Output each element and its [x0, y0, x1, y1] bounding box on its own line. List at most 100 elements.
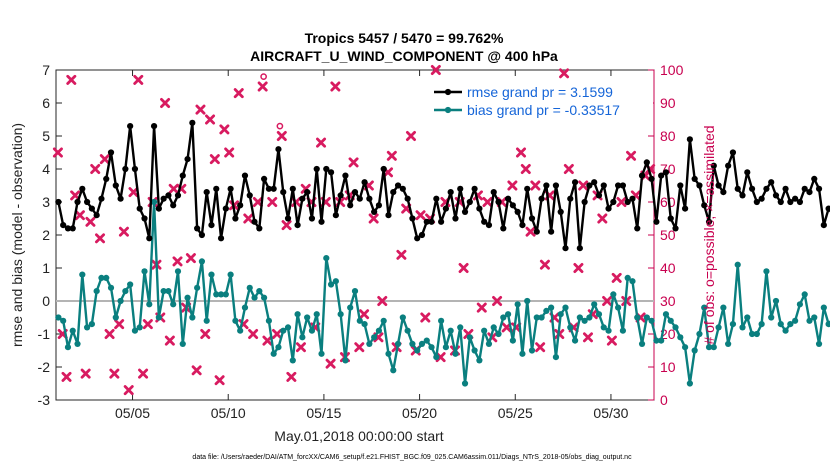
bias-point [136, 324, 143, 331]
obs-assimilated-marker [359, 309, 370, 320]
bias-point [170, 301, 177, 308]
rmse-point [581, 198, 588, 206]
bias-point [758, 321, 765, 328]
legend-marker-rmse [444, 88, 452, 96]
bias-point [600, 324, 607, 331]
rmse-point [691, 175, 698, 182]
bias-point [686, 380, 693, 387]
bias-point [179, 340, 186, 347]
rmse-point [787, 198, 794, 206]
rmse-point [562, 245, 569, 252]
rmse-point [734, 185, 741, 192]
bias-point [251, 294, 258, 301]
y-tick-label-left: -2 [38, 359, 51, 375]
obs-assimilated-marker [262, 335, 273, 346]
obs-assimilated-marker [164, 335, 175, 346]
y-tick-label-left: 6 [42, 95, 50, 111]
bias-point [60, 317, 67, 324]
obs-assimilated-marker [325, 358, 336, 369]
rmse-point [394, 182, 402, 189]
bias-point [744, 314, 751, 321]
bias-point [476, 357, 483, 364]
obs-assimilated-marker [61, 371, 72, 382]
legend[interactable]: rmse grand pr = 3.1599 bias grand pr = -0… [430, 79, 653, 118]
bias-point [103, 274, 110, 281]
rmse-point [509, 202, 516, 209]
obs-assimilated-marker [233, 88, 244, 99]
tick-labels: 05/05 05/10 05/15 05/20 05/25 05/30 -3 -2 -1 0 1 2 3… [38, 62, 684, 421]
bias-point [208, 271, 215, 278]
legend-marker-bias [444, 106, 452, 114]
x-axis-label: May.01,2018 00:00:00 start [274, 428, 444, 444]
rmse-point [768, 179, 775, 186]
bias-point [289, 357, 296, 364]
x-tick-label: 05/25 [498, 405, 533, 421]
obs-assimilated-marker [368, 213, 379, 224]
obs-assimilated-marker [430, 65, 441, 75]
rmse-point [504, 195, 512, 202]
bias-point [591, 301, 598, 308]
rmse-point [571, 179, 579, 186]
obs-assimilated-marker [354, 342, 365, 353]
rmse-point [146, 235, 153, 242]
rmse-point [548, 228, 555, 235]
rmse-point [117, 195, 124, 202]
y-tick-label-left: -1 [38, 326, 51, 342]
bias-point [490, 324, 497, 331]
bias-point [74, 340, 81, 347]
obs-assimilated-marker [348, 157, 359, 168]
bias-point [481, 327, 488, 334]
obs-assimilated-marker [573, 263, 584, 273]
bias-series [55, 198, 830, 387]
x-tick-label: 05/20 [402, 405, 437, 421]
bias-point [696, 330, 703, 338]
bias-point [720, 304, 727, 311]
obs-possible-marker [260, 73, 267, 80]
bias-point [567, 324, 574, 331]
obs-assimilated-marker [559, 68, 570, 79]
rmse-point [74, 198, 81, 206]
bias-point [748, 330, 756, 338]
rmse-point [710, 162, 717, 169]
rmse-point [653, 218, 660, 225]
rmse-point [806, 189, 813, 196]
bias-point [811, 314, 818, 321]
rmse-point [820, 222, 827, 229]
bias-point [792, 317, 799, 324]
obs-assimilated-marker [70, 190, 81, 201]
obs-assimilated-marker [185, 253, 196, 264]
bias-point [782, 327, 789, 334]
rmse-point [107, 149, 115, 156]
bias-point [595, 311, 603, 318]
obs-assimilated-marker [99, 154, 110, 165]
rmse-point [418, 231, 426, 239]
bias-point [667, 317, 674, 324]
obs-assimilated-marker [482, 197, 493, 207]
obs-assimilated-marker [286, 371, 297, 382]
rmse-point [203, 189, 210, 196]
rmse-point [155, 205, 162, 212]
y-tick-label-right: 100 [660, 62, 684, 78]
bias-point [404, 327, 411, 334]
rmse-point [777, 198, 784, 206]
obs-possible-marker [276, 122, 284, 130]
rmse-point [624, 198, 631, 206]
y-tick-label-left: 0 [42, 293, 50, 309]
bias-point [69, 327, 76, 334]
bias-point [131, 327, 139, 334]
bias-point [524, 297, 531, 305]
rmse-point [93, 212, 100, 219]
rmse-point [79, 185, 86, 192]
bias-point [715, 324, 722, 331]
obs-assimilated-marker [616, 197, 627, 207]
bias-point [227, 271, 234, 278]
rmse-point [351, 189, 359, 196]
obs-assimilated-marker [257, 81, 268, 92]
rmse-point [705, 218, 713, 225]
bias-point [538, 314, 545, 321]
rmse-point [811, 175, 818, 182]
bias-point [150, 198, 158, 206]
bias-point [739, 324, 746, 331]
rmse-point [289, 185, 296, 192]
bias-point [528, 347, 536, 354]
